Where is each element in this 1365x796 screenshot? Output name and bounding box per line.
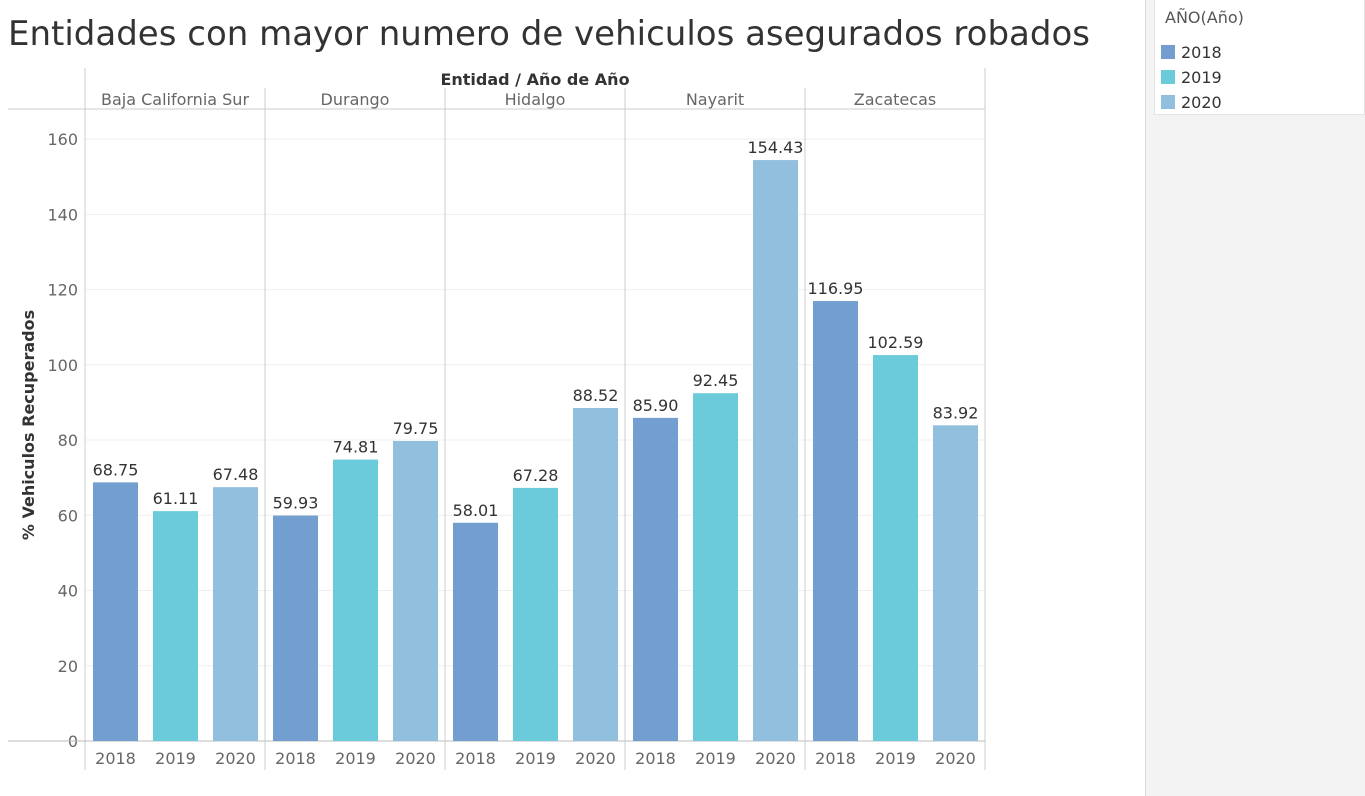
legend-title: AÑO(Año) [1165,8,1244,27]
legend-item-2020[interactable]: 2020 [1161,92,1222,112]
y-axis-label: % Vehiculos Recuperados [19,310,38,540]
bar [453,522,498,741]
legend-item-2018[interactable]: 2018 [1161,42,1222,62]
x-tick-label: 2018 [635,749,676,768]
bar [393,440,438,741]
y-tick-label: 120 [47,281,78,300]
group-label: Baja California Sur [101,90,249,109]
legend-label: 2019 [1181,67,1222,87]
data-label: 88.52 [573,386,619,405]
y-tick-label: 40 [58,582,78,601]
x-tick-label: 2019 [155,749,196,768]
x-tick-label: 2018 [455,749,496,768]
x-tick-label: 2020 [935,749,976,768]
data-label: 68.75 [93,460,139,479]
x-tick-label: 2020 [395,749,436,768]
legend-swatch [1161,95,1175,109]
legend-item-2019[interactable]: 2019 [1161,67,1222,87]
group-label: Zacatecas [854,90,936,109]
x-tick-label: 2019 [515,749,556,768]
group-label: Nayarit [686,90,744,109]
y-tick-label: 100 [47,356,78,375]
x-tick-label: 2020 [215,749,256,768]
bar [873,355,918,741]
bar [633,417,678,741]
bar [213,487,258,741]
x-tick-label: 2020 [755,749,796,768]
header-label: Entidad / Año de Año [440,70,629,89]
legend-label: 2020 [1181,92,1222,112]
legend[interactable]: AÑO(Año) 2018 2019 2020 [1154,0,1365,115]
bar [153,511,198,741]
data-label: 102.59 [868,333,924,352]
bar [93,482,138,741]
bar [573,407,618,741]
x-tick-label: 2019 [875,749,916,768]
legend-label: 2018 [1181,42,1222,62]
legend-swatch [1161,70,1175,84]
data-label: 92.45 [693,371,739,390]
x-tick-label: 2018 [815,749,856,768]
data-label: 61.11 [153,489,199,508]
side-panel [1145,0,1365,796]
bar [513,487,558,741]
y-tick-label: 160 [47,130,78,149]
y-tick-label: 20 [58,657,78,676]
data-label: 74.81 [333,438,379,457]
bar [753,160,798,741]
bar [693,393,738,741]
bar [333,459,378,741]
data-label: 59.93 [273,494,319,513]
data-label: 67.48 [213,465,259,484]
x-tick-label: 2018 [95,749,136,768]
data-label: 85.90 [633,396,679,415]
chart-title: Entidades con mayor numero de vehiculos … [8,14,1090,54]
group-label: Durango [321,90,390,109]
x-tick-label: 2019 [335,749,376,768]
data-label: 116.95 [808,279,864,298]
y-tick-label: 80 [58,431,78,450]
x-tick-label: 2018 [275,749,316,768]
y-tick-label: 140 [47,205,78,224]
bar [933,425,978,741]
data-label: 58.01 [453,501,499,520]
x-tick-label: 2020 [575,749,616,768]
x-tick-label: 2019 [695,749,736,768]
bar [273,515,318,741]
bar-chart: Entidad / Año de Año % Vehiculos Recuper… [8,68,986,770]
data-label: 67.28 [513,466,559,485]
y-tick-label: 60 [58,506,78,525]
legend-swatch [1161,45,1175,59]
data-label: 79.75 [393,419,439,438]
bar [813,301,858,741]
data-label: 154.43 [748,138,804,157]
group-label: Hidalgo [505,90,566,109]
data-label: 83.92 [933,403,979,422]
